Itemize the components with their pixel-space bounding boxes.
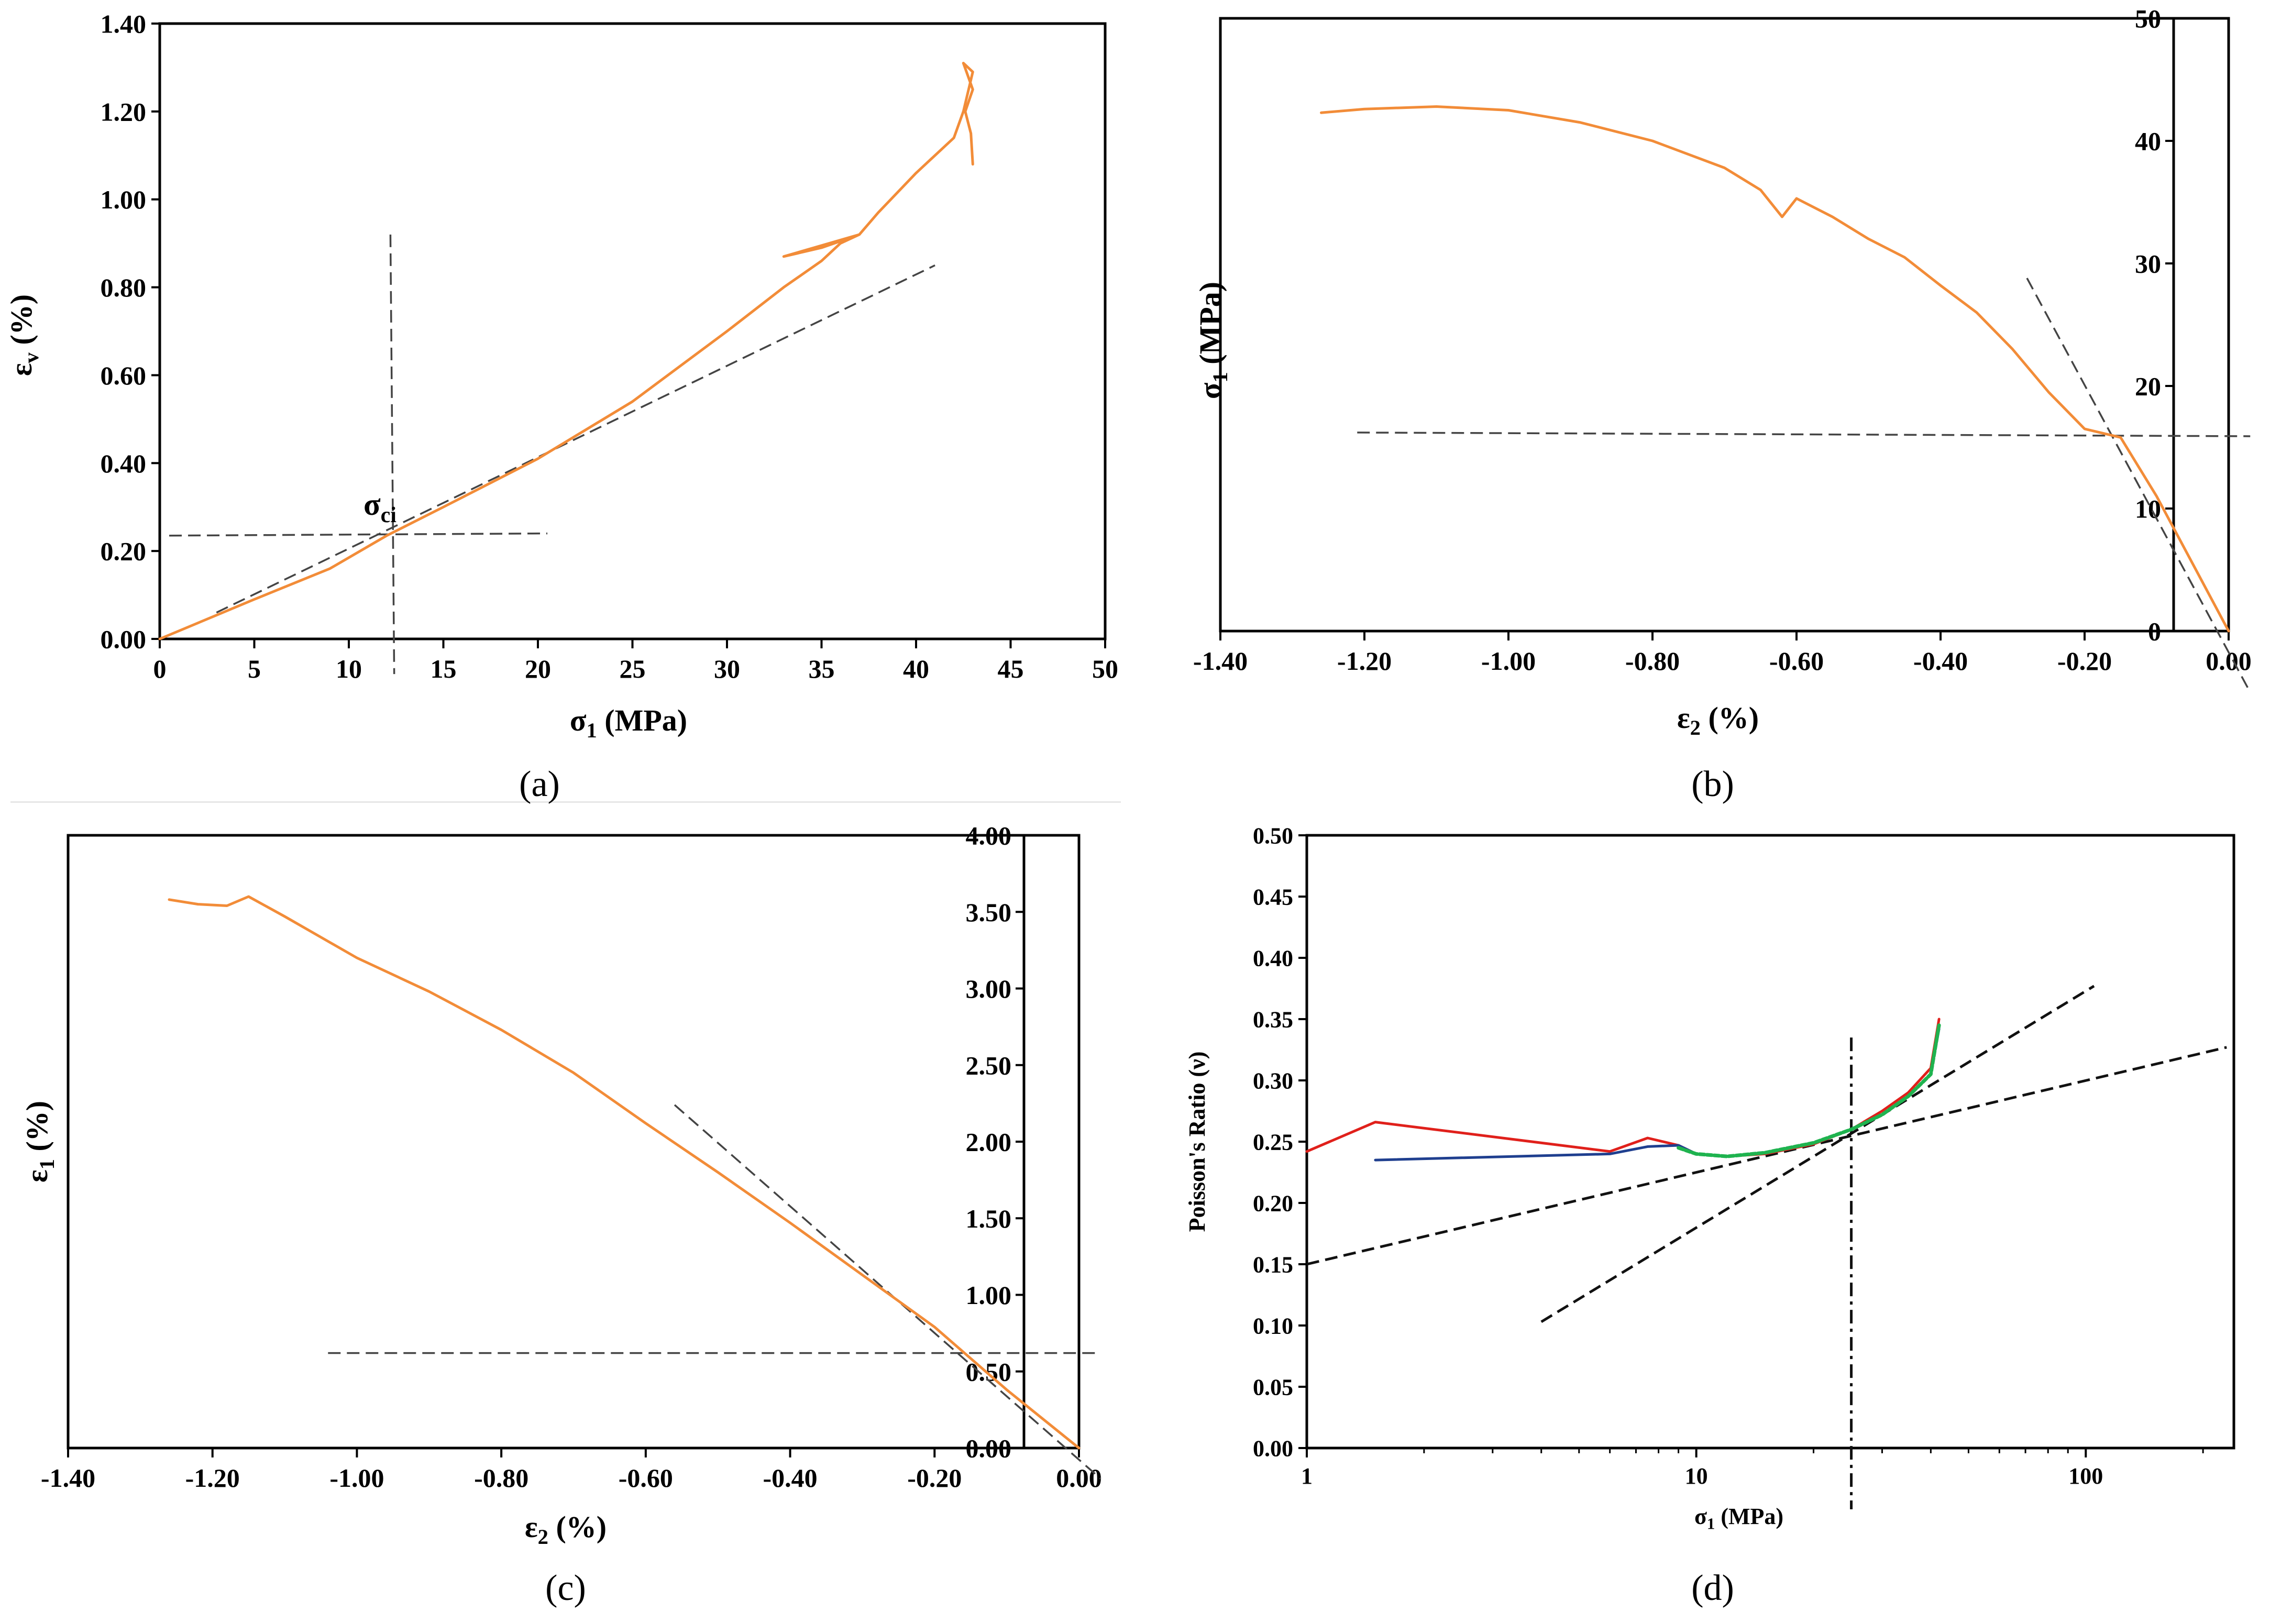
y-tick-label: 0.40 xyxy=(101,449,147,478)
x-axis-label: ε2 (%) xyxy=(1677,701,1759,739)
x-tick-label: 1 xyxy=(1301,1463,1313,1489)
x-tick-label: 100 xyxy=(2068,1463,2103,1489)
y-tick-label: 0.00 xyxy=(966,1434,1012,1463)
reference-line xyxy=(1306,1046,2227,1266)
x-tick-label: -1.40 xyxy=(41,1463,95,1493)
x-tick-label: 25 xyxy=(620,654,646,683)
y-axis-label: σ1 (MPa) xyxy=(1193,282,1232,399)
chart-panel-a: 0 5 10 15 20 25 30 35 40 45 50 0.00 0.20 0.40 0.60 0.80… xyxy=(4,9,1118,805)
series-line-axial-vs-lateral-strain xyxy=(168,895,1081,1450)
y-tick-label: 3.50 xyxy=(966,898,1012,927)
x-tick-label: -0.80 xyxy=(474,1463,528,1493)
series-line-green xyxy=(1677,1023,1941,1158)
plot-frame xyxy=(1219,17,2230,633)
x-tick-label: 30 xyxy=(714,654,740,683)
x-tick-label: -0.60 xyxy=(1769,646,1824,676)
y-tick-label: 0.10 xyxy=(1253,1313,1293,1339)
x-tick-label: 50 xyxy=(1092,654,1118,683)
x-tick-label: -1.00 xyxy=(329,1463,384,1493)
y-tick-label: 40 xyxy=(2135,127,2161,156)
x-tick-label: 35 xyxy=(809,654,835,683)
reference-line xyxy=(169,532,548,537)
y-tick-label: 0.00 xyxy=(101,625,147,654)
chart-panel-c: -1.40 -1.20 -1.00 -0.80 -0.60 -0.40 -0.20 0.000… xyxy=(20,821,1102,1609)
y-tick-label: 0 xyxy=(2148,617,2161,646)
chart-panel-b: -1.40 -1.20 -1.00 -0.80 -0.60 -0.40 -0.20 0.000… xyxy=(1193,4,2252,805)
x-tick-label: -0.20 xyxy=(907,1463,962,1493)
reference-line xyxy=(389,234,395,675)
series-line-volumetric-strain xyxy=(158,62,974,640)
y-tick-label: 0.60 xyxy=(101,361,147,390)
reference-line xyxy=(2026,278,2251,693)
y-axis-label: ε1 (%) xyxy=(20,1101,59,1183)
y-tick-label: 1.40 xyxy=(101,9,147,39)
y-tick-label: 0.20 xyxy=(101,537,147,566)
panel-caption: (a) xyxy=(519,764,560,804)
y-tick-label: 0.25 xyxy=(1253,1129,1293,1155)
y-tick-label: 1.50 xyxy=(966,1204,1012,1233)
panel-caption: (b) xyxy=(1691,764,1734,804)
x-tick-label: -1.40 xyxy=(1193,646,1248,676)
y-tick-label: 0.35 xyxy=(1253,1007,1293,1032)
y-tick-label: 30 xyxy=(2135,249,2161,279)
y-tick-label: 1.00 xyxy=(101,185,147,214)
y-tick-label: 0.45 xyxy=(1253,884,1293,910)
annotation-sigma-ci: σci xyxy=(363,487,396,527)
y-tick-label: 50 xyxy=(2135,4,2161,34)
reference-line xyxy=(1540,985,2095,1323)
x-tick-label: 15 xyxy=(431,654,457,683)
x-tick-label: 10 xyxy=(336,654,362,683)
x-tick-label: 5 xyxy=(248,654,261,683)
x-tick-label: 10 xyxy=(1685,1463,1708,1489)
x-axis-label: ε2 (%) xyxy=(525,1510,607,1549)
y-tick-label: 1.20 xyxy=(101,97,147,126)
y-tick-label: 2.50 xyxy=(966,1051,1012,1080)
x-tick-label: -0.60 xyxy=(619,1463,673,1493)
y-tick-label: 1.00 xyxy=(966,1280,1012,1310)
x-tick-label: -1.00 xyxy=(1481,646,1536,676)
y-tick-label: 0.40 xyxy=(1253,945,1293,971)
x-tick-label: 0.00 xyxy=(1056,1463,1102,1493)
reference-line xyxy=(216,264,935,614)
y-tick-label: 4.00 xyxy=(966,821,1012,850)
series-line-lateral-strain xyxy=(1320,105,2230,633)
y-axis-label: Poisson's Ratio (ν) xyxy=(1184,1052,1210,1232)
reference-line xyxy=(1357,432,2251,437)
y-axis-label: εv (%) xyxy=(4,294,43,376)
panel-divider xyxy=(10,801,1121,803)
plot-frame xyxy=(67,834,1081,1450)
x-tick-label: -1.20 xyxy=(1337,646,1392,676)
y-tick-label: 0.15 xyxy=(1253,1252,1293,1277)
y-tick-label: 3.00 xyxy=(966,974,1012,1003)
x-tick-label: 20 xyxy=(525,654,551,683)
y-tick-label: 2.00 xyxy=(966,1128,1012,1157)
x-tick-label: -0.20 xyxy=(2057,646,2112,676)
plot-frame xyxy=(1305,834,2235,1450)
y-tick-label: 0.00 xyxy=(1253,1435,1293,1461)
series-line-red xyxy=(1305,1018,1941,1158)
x-axis-label: σ1 (MPa) xyxy=(570,703,687,742)
x-tick-label: 40 xyxy=(903,654,929,683)
x-tick-label: -0.80 xyxy=(1625,646,1680,676)
chart-panel-d: 1 10 100 0.00 0.05 0.10 0.15 0.20 0.25 0.30 0.35 0.… xyxy=(1184,823,2235,1608)
y-tick-label: 0.80 xyxy=(101,273,147,302)
plot-frame xyxy=(158,22,1107,640)
y-tick-label: 0.30 xyxy=(1253,1068,1293,1093)
panel-caption: (c) xyxy=(545,1568,586,1608)
x-tick-label: 0 xyxy=(153,654,167,683)
x-axis-label: σ1 (MPa) xyxy=(1694,1504,1783,1533)
x-tick-label: -1.20 xyxy=(185,1463,240,1493)
x-tick-label: 45 xyxy=(998,654,1024,683)
panel-caption: (d) xyxy=(1691,1568,1734,1608)
y-tick-label: 0.20 xyxy=(1253,1190,1293,1216)
y-tick-label: 0.05 xyxy=(1253,1374,1293,1400)
x-tick-label: -0.40 xyxy=(763,1463,817,1493)
y-tick-label: 0.50 xyxy=(1253,823,1293,848)
x-tick-label: -0.40 xyxy=(1913,646,1968,676)
y-tick-label: 20 xyxy=(2135,372,2161,401)
